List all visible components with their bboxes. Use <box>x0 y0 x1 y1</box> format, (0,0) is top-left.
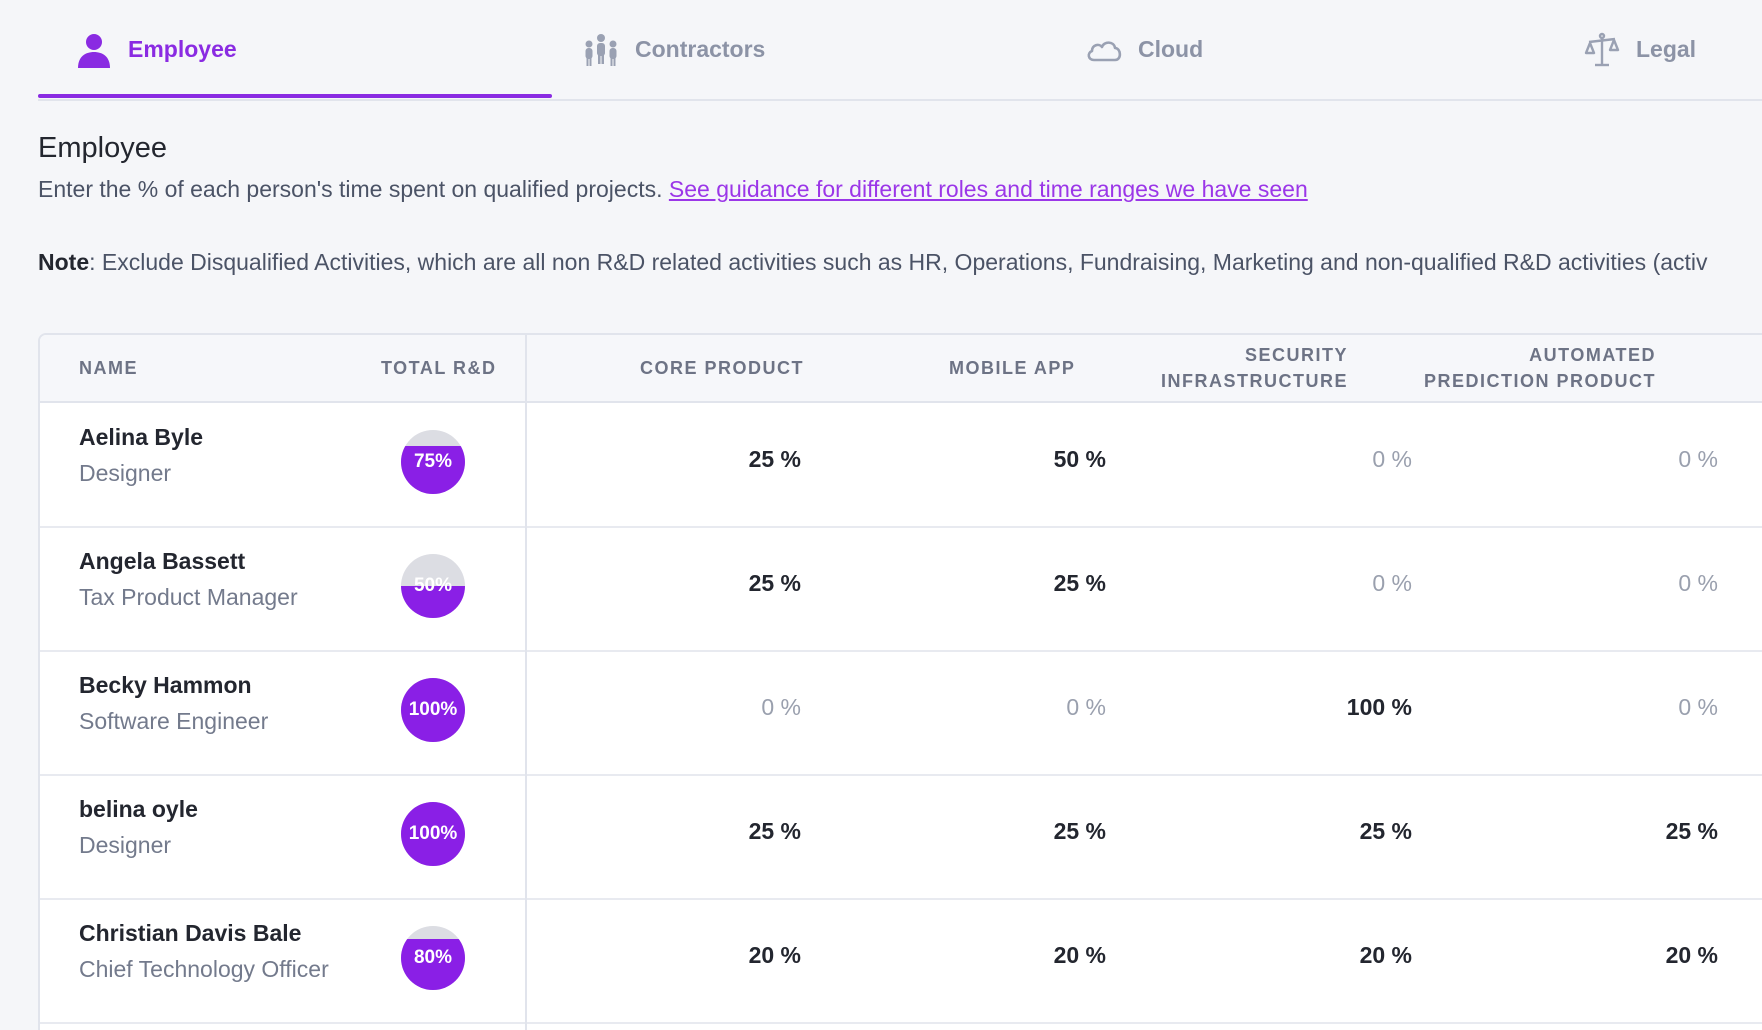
tab-legal[interactable]: Legal <box>1582 0 1696 99</box>
note-label: Note <box>38 249 90 275</box>
total-rd-gauge: 80% <box>401 926 465 990</box>
tab-employee[interactable]: Employee <box>74 0 237 99</box>
total-rd-value: 100% <box>408 699 458 720</box>
tab-cloud-label: Cloud <box>1138 36 1204 62</box>
core-percentage-cell[interactable]: 25 % <box>748 818 801 844</box>
security-percentage-cell[interactable]: 100 % <box>1346 694 1412 720</box>
employee-role: Tax Product Manager <box>79 584 298 610</box>
total-rd-gauge: 75% <box>401 430 465 494</box>
mobile-percentage-cell[interactable]: 20 % <box>1053 942 1106 968</box>
scales-icon <box>1582 30 1622 70</box>
mobile-percentage-cell[interactable]: 25 % <box>1053 818 1106 844</box>
guidance-link[interactable]: See guidance for different roles and tim… <box>668 176 1308 202</box>
table-row: Angela Bassett Tax Product Manager 50% 25 %… <box>40 526 1762 652</box>
security-percentage-cell[interactable]: 25 % <box>1359 818 1412 844</box>
total-rd-gauge: 50% <box>401 554 465 618</box>
page-title: Employee <box>38 132 167 164</box>
tab-legal-label: Legal <box>1636 36 1697 62</box>
employee-name: Christian Davis Bale <box>79 920 302 946</box>
table-row: Aelina Byle Designer 75% 25 % 50 % 0 % 0 % <box>40 402 1762 528</box>
automated-percentage-cell[interactable]: 20 % <box>1665 942 1718 968</box>
header-security-infrastructure: SECURITY INFRASTRUCTURE <box>1120 342 1348 394</box>
cloud-icon <box>1084 30 1124 70</box>
total-rd-gauge-fill <box>401 678 465 742</box>
header-automated-line2: PREDICTION PRODUCT <box>1423 371 1656 391</box>
total-rd-gauge-fill <box>401 802 465 866</box>
table-row: Christian Davis Bale Chief Technology Off… <box>40 898 1762 1024</box>
total-rd-value: 80% <box>413 947 453 968</box>
tab-contractors[interactable]: Contractors <box>581 0 765 99</box>
tab-contractors-label: Contractors <box>635 36 766 62</box>
header-security-line2: INFRASTRUCTURE <box>1161 371 1348 391</box>
mobile-percentage-cell[interactable]: 0 % <box>1066 694 1106 720</box>
column-divider <box>525 335 527 1030</box>
employee-name: Angela Bassett <box>79 548 246 574</box>
tab-employee-label: Employee <box>128 36 237 62</box>
intro-text: Enter the % of each person's time spent … <box>38 176 1308 203</box>
person-icon <box>74 30 114 70</box>
total-rd-value: 50% <box>413 575 453 596</box>
total-rd-gauge-fill <box>401 586 465 618</box>
automated-percentage-cell[interactable]: 25 % <box>1665 818 1718 844</box>
intro-description: Enter the % of each person's time spent … <box>38 176 669 202</box>
core-percentage-cell[interactable]: 25 % <box>748 446 801 472</box>
header-automated-prediction-product: AUTOMATED PREDICTION PRODUCT <box>1380 342 1656 394</box>
total-rd-gauge-fill <box>401 938 465 990</box>
mobile-percentage-cell[interactable]: 50 % <box>1053 446 1106 472</box>
core-percentage-cell[interactable]: 25 % <box>748 570 801 596</box>
employee-role: Designer <box>79 832 172 858</box>
group-icon <box>581 30 621 70</box>
note-body: : Exclude Disqualified Activities, which… <box>89 249 1708 275</box>
table-header: NAME TOTAL R&D CORE PRODUCT MOBILE APP S… <box>40 335 1762 403</box>
total-rd-gauge-fill <box>401 446 465 494</box>
total-rd-gauge: 100% <box>401 678 465 742</box>
core-percentage-cell[interactable]: 20 % <box>748 942 801 968</box>
header-total-rd: TOTAL R&D <box>381 358 497 378</box>
note-text: Note: Exclude Disqualified Activities, w… <box>38 249 1762 276</box>
core-percentage-cell[interactable]: 0 % <box>761 694 801 720</box>
total-rd-value: 75% <box>413 451 453 472</box>
header-mobile-app: MOBILE APP <box>949 358 1076 378</box>
employee-name: belina oyle <box>79 796 198 822</box>
security-percentage-cell[interactable]: 0 % <box>1372 446 1412 472</box>
header-security-line1: SECURITY <box>1244 345 1348 365</box>
total-rd-gauge: 100% <box>401 802 465 866</box>
header-core-product: CORE PRODUCT <box>640 358 805 378</box>
employee-role: Designer <box>79 460 172 486</box>
table-row: belina oyle Designer 100% 25 % 25 % 25 % 25 % <box>40 774 1762 900</box>
automated-percentage-cell[interactable]: 0 % <box>1678 570 1718 596</box>
tab-cloud[interactable]: Cloud <box>1084 0 1203 99</box>
employee-name: Becky Hammon <box>79 672 252 698</box>
mobile-percentage-cell[interactable]: 25 % <box>1053 570 1106 596</box>
employee-table: NAME TOTAL R&D CORE PRODUCT MOBILE APP S… <box>38 333 1762 1030</box>
header-name: NAME <box>79 358 138 378</box>
employee-role: Chief Technology Officer <box>79 956 329 982</box>
employee-role: Software Engineer <box>79 708 269 734</box>
automated-percentage-cell[interactable]: 0 % <box>1678 694 1718 720</box>
employee-name: Aelina Byle <box>79 424 203 450</box>
tab-bar: Employee Contractors Cloud <box>38 0 1762 101</box>
automated-percentage-cell[interactable]: 0 % <box>1678 446 1718 472</box>
table-row: Becky Hammon Software Engineer 100% 0 % 0 % 1… <box>40 650 1762 776</box>
security-percentage-cell[interactable]: 20 % <box>1359 942 1412 968</box>
header-automated-line1: AUTOMATED <box>1529 345 1656 365</box>
active-tab-indicator <box>38 94 552 98</box>
security-percentage-cell[interactable]: 0 % <box>1372 570 1412 596</box>
total-rd-value: 100% <box>408 823 458 844</box>
